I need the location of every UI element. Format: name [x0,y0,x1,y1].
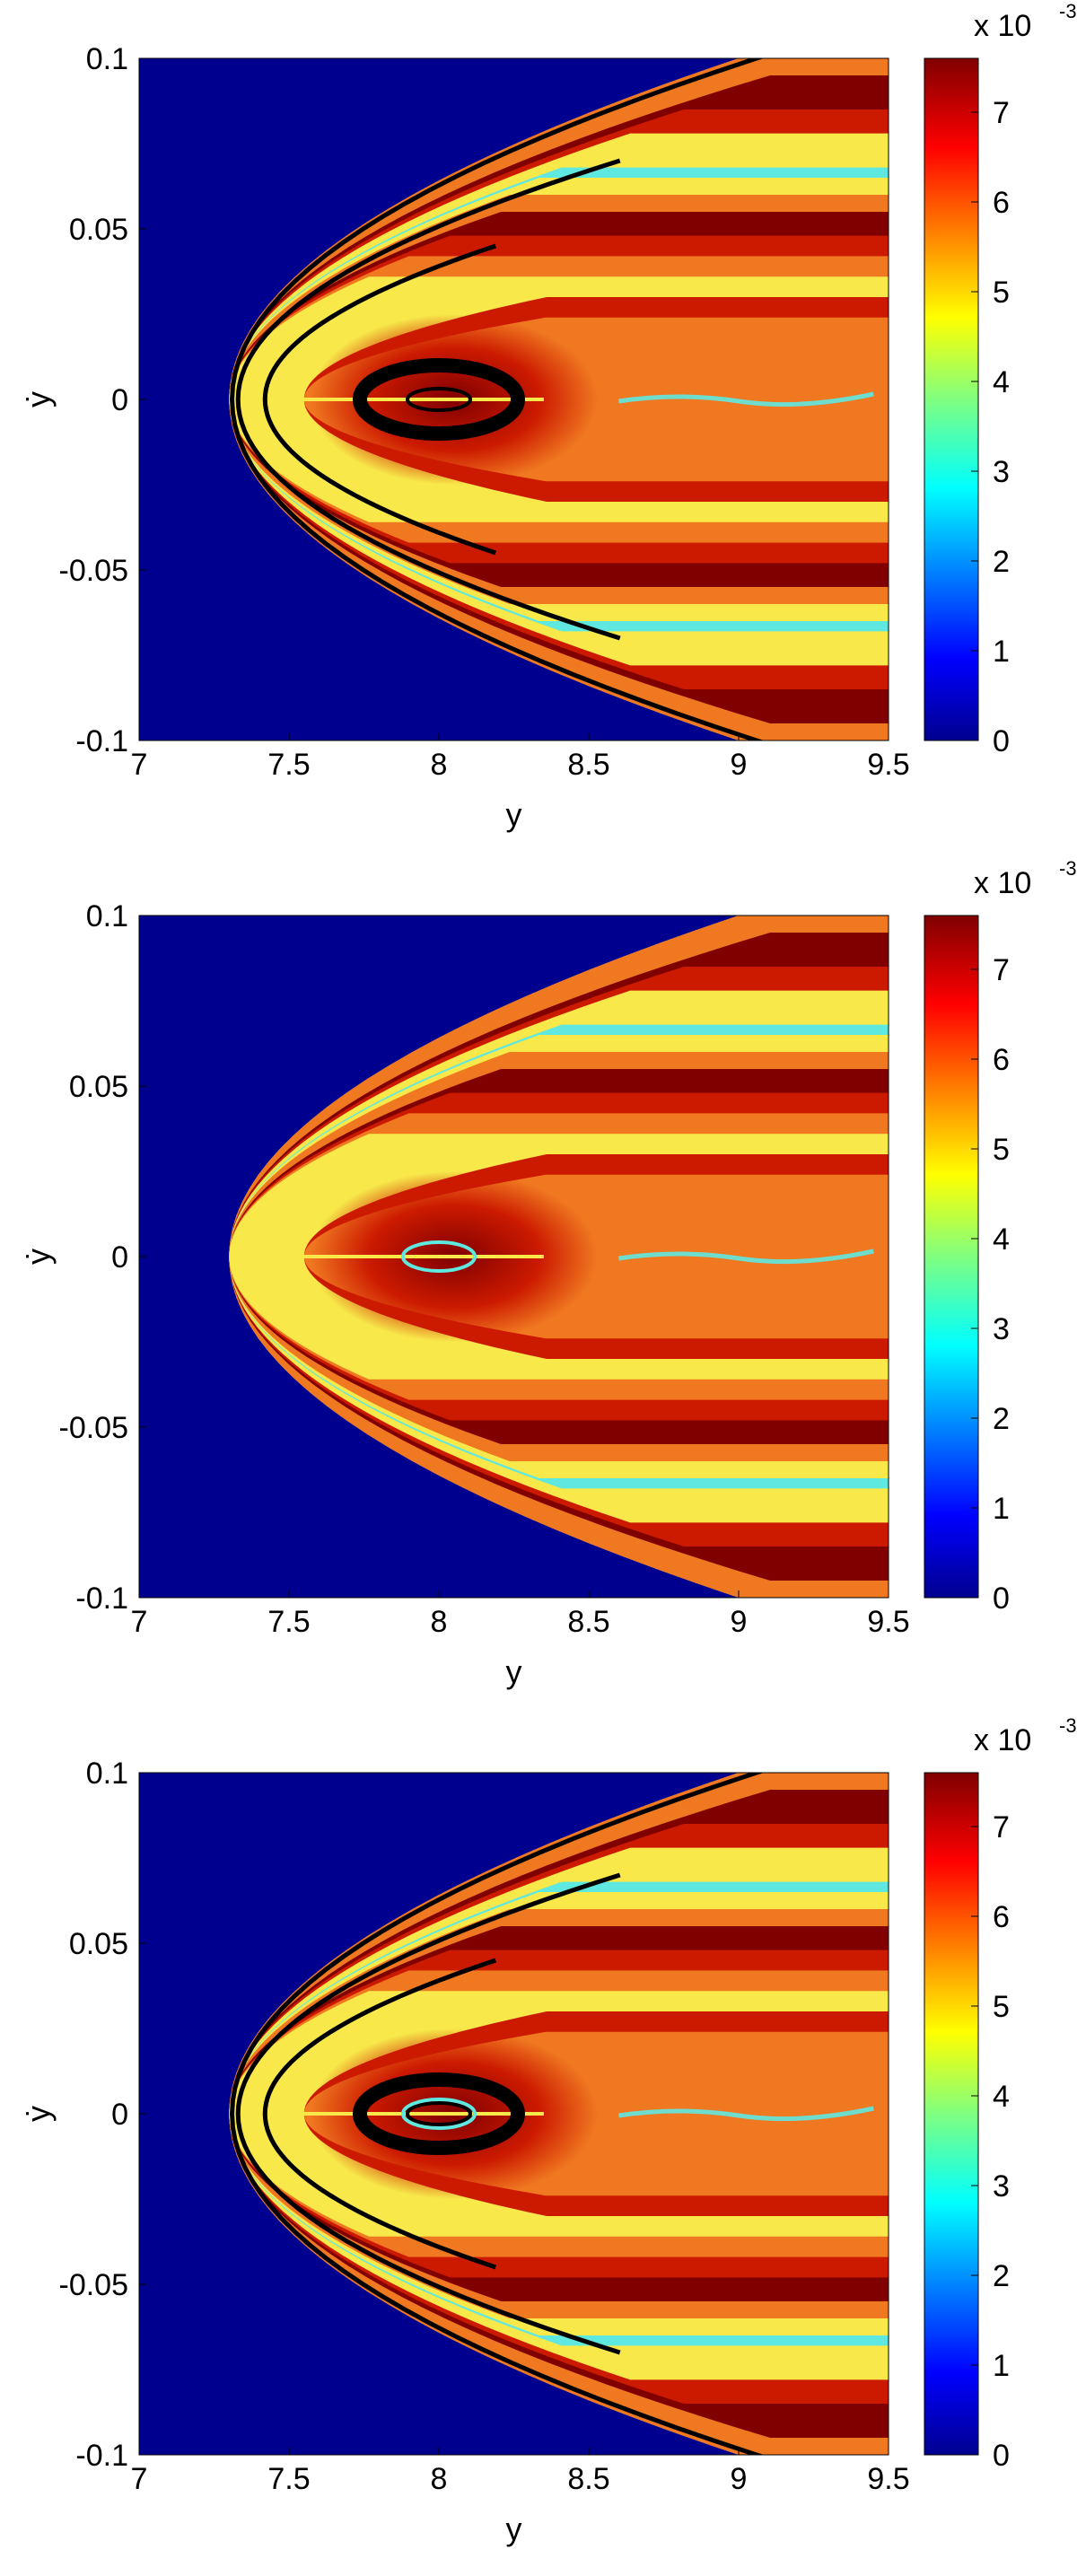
colorbar-tick-label: 5 [993,276,1010,310]
colorbar [924,57,979,741]
orbit-curve-inner [262,1958,497,2270]
y-axis-label: ẏ [20,1249,57,1265]
x-tick-label: 8.5 [567,2462,609,2496]
y-tick-label: 0.1 [86,899,128,933]
cyan-wisp [618,1249,874,1265]
orbit-curve-inner [262,243,497,556]
colorbar-multiplier: x 10 [974,866,1031,900]
orbit-curve-mid [235,158,621,641]
y-tick-label: 0 [111,1240,128,1275]
colorbar-tick-label: 3 [993,455,1010,489]
y-tick-label: -0.05 [59,2268,129,2302]
colorbar-tick-label: 6 [993,1043,1010,1077]
chart-svg: 7 7.5 8 8.5 9 9.5 0.1 0.05 0 -0.05 -0.1 y ẏ 0 1 2 3 4 5 6 7 x… [20,857,1077,1690]
colorbar [924,915,979,1599]
colorbar-tick-label: 1 [993,635,1010,669]
cyan-ellipse [401,2098,477,2130]
colorbar-tick-label: 6 [993,186,1010,220]
x-axis-label: y [506,2510,522,2547]
colorbar-tick-label: 3 [993,1312,1010,1346]
chart-svg: 7 7.5 8 8.5 9 9.5 0.1 0.05 0 -0.05 -0.1 y ẏ 0 1 2 3 4 5 6 7 x… [20,0,1077,833]
x-tick-label: 8.5 [567,1605,609,1639]
colorbar-tick-label: 6 [993,1900,1010,1934]
orbit-curve-outer [230,1773,765,2455]
colorbar-exponent: -3 [1059,1714,1077,1737]
y-tick-label: 0.05 [69,1927,128,1961]
y-axis-label: ẏ [20,391,57,407]
x-tick-label: 9.5 [867,1605,909,1639]
colorbar-tick-label: 2 [993,545,1010,579]
x-tick-label: 7.5 [267,2462,310,2496]
colorbar-tick-label: 0 [993,1582,1010,1616]
colorbar-exponent: -3 [1059,0,1077,22]
x-tick-label: 7.5 [267,1605,310,1639]
colorbar-tick-label: 5 [993,1990,1010,2024]
x-tick-label: 9 [731,748,748,782]
colorbar-tick-label: 3 [993,2169,1010,2204]
colorbar-tick-label: 5 [993,1133,1010,1167]
x-tick-label: 8 [431,2462,448,2496]
colorbar-tick-label: 4 [993,2080,1010,2114]
heatmap-image [139,58,889,740]
y-tick-label: 0.1 [86,1757,128,1791]
colorbar-tick-label: 1 [993,1492,1010,1526]
colorbar-tick-label: 7 [993,953,1010,987]
chart-panel-2: 7 7.5 8 8.5 9 9.5 0.1 0.05 0 -0.05 -0.1 y ẏ 0 1 2 3 4 5 6 7 x… [0,857,1077,1719]
chart-panel-1: 7 7.5 8 8.5 9 9.5 0.1 0.05 0 -0.05 -0.1 y ẏ 0 1 2 3 4 5 6 7 x… [0,0,1077,862]
y-tick-label: -0.1 [75,2439,128,2473]
colorbar-tick-label: 7 [993,1810,1010,1844]
x-axis-label: y [506,796,522,833]
y-tick-label: -0.05 [59,554,129,588]
x-tick-label: 8 [431,748,448,782]
heatmap-image [139,1773,889,2455]
x-tick-label: 8 [431,1605,448,1639]
chart-panel-3: 7 7.5 8 8.5 9 9.5 0.1 0.05 0 -0.05 -0.1 y ẏ 0 1 2 3 4 5 6 7 x… [0,1714,1077,2576]
colorbar-tick-label: 2 [993,2259,1010,2293]
x-tick-label: 7 [131,2462,148,2496]
x-tick-label: 9.5 [867,748,909,782]
heatmap-image [139,916,889,1598]
x-axis-label: y [506,1653,522,1690]
y-tick-label: -0.05 [59,1411,129,1445]
colorbar-tick-label: 4 [993,1222,1010,1257]
colorbar-multiplier: x 10 [974,1723,1031,1757]
y-tick-label: -0.1 [75,1582,128,1616]
orbit-curve-outer [230,58,765,740]
y-tick-label: 0 [111,2098,128,2132]
colorbar [924,1772,979,2456]
orbit-ring-inner [406,2101,472,2126]
x-tick-label: 8.5 [567,748,609,782]
orbit-ring-thick [353,358,525,441]
x-tick-label: 9 [731,2462,748,2496]
cyan-wisp [618,391,874,407]
x-tick-label: 7.5 [267,748,310,782]
x-tick-label: 9 [731,1605,748,1639]
y-tick-label: 0.1 [86,42,128,76]
orbit-ring-thick [353,2072,525,2155]
colorbar-tick-label: 2 [993,1402,1010,1436]
cyan-ellipse [401,1240,477,1273]
colorbar-tick-label: 0 [993,724,1010,758]
colorbar-tick-label: 0 [993,2439,1010,2473]
colorbar-exponent: -3 [1059,857,1077,880]
orbit-ring-inner [406,387,472,412]
colorbar-tick-label: 4 [993,365,1010,399]
cyan-wisp [618,2106,874,2122]
x-tick-label: 7 [131,748,148,782]
y-tick-label: 0 [111,383,128,417]
x-tick-label: 7 [131,1605,148,1639]
chart-svg: 7 7.5 8 8.5 9 9.5 0.1 0.05 0 -0.05 -0.1 y ẏ 0 1 2 3 4 5 6 7 x… [20,1714,1077,2547]
orbit-curve-mid [235,1872,621,2355]
x-tick-label: 9.5 [867,2462,909,2496]
colorbar-tick-label: 7 [993,96,1010,130]
y-tick-label: -0.1 [75,724,128,758]
colorbar-tick-label: 1 [993,2349,1010,2383]
y-tick-label: 0.05 [69,1070,128,1104]
y-tick-label: 0.05 [69,213,128,247]
y-axis-label: ẏ [20,2106,57,2122]
colorbar-multiplier: x 10 [974,9,1031,43]
